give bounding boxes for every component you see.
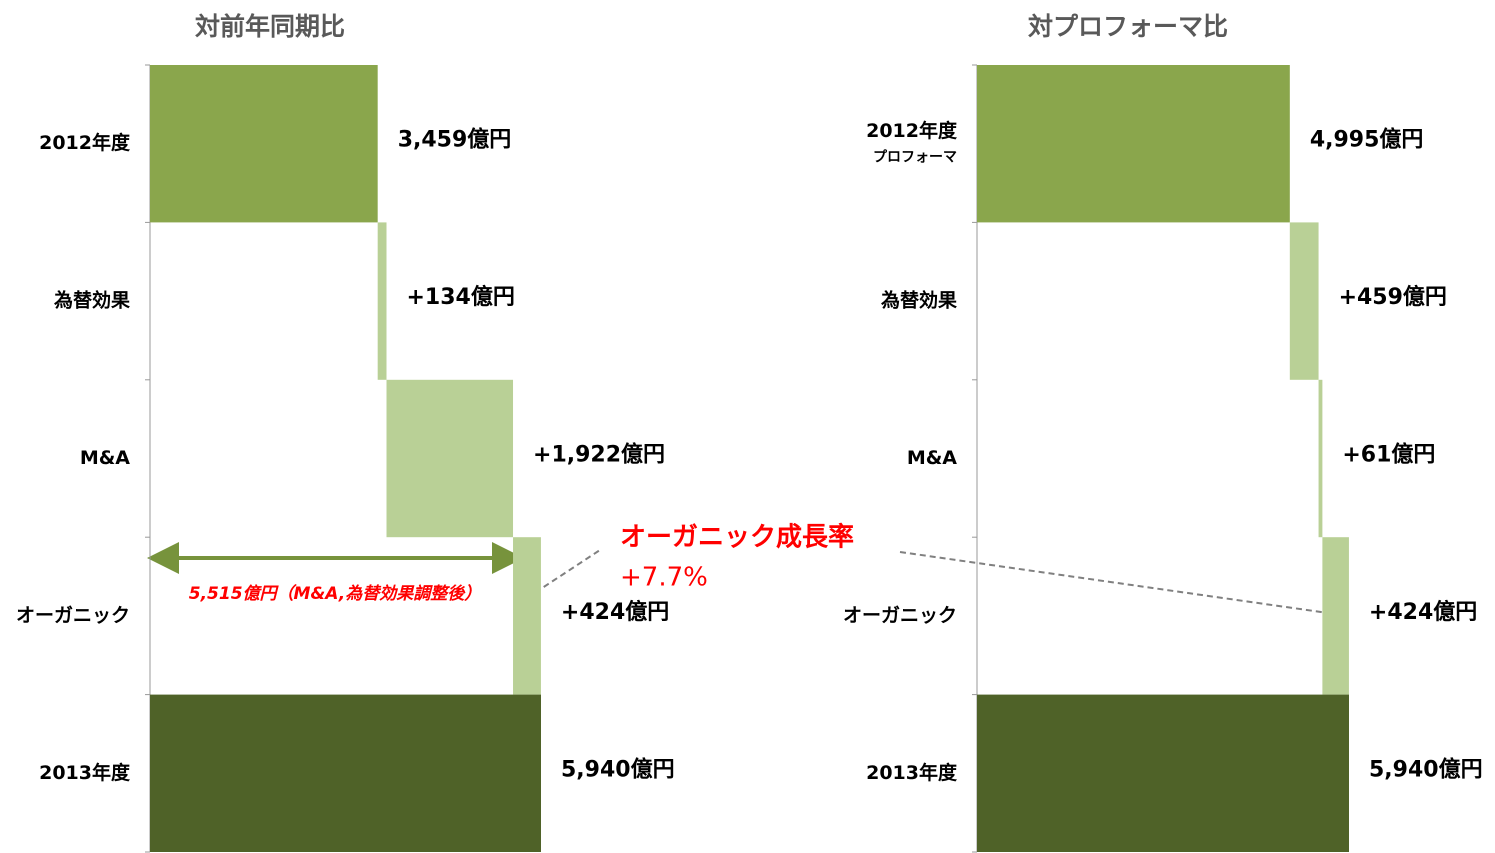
category-label: 2013年度 <box>866 761 958 784</box>
category-label: 為替効果 <box>881 289 957 312</box>
chart-title: 対プロフォーマ比 <box>1028 12 1228 41</box>
bar <box>977 694 1349 852</box>
bar <box>1318 379 1323 538</box>
bar <box>377 222 387 380</box>
bar <box>150 694 541 852</box>
category-label: 2012年度 <box>39 131 131 154</box>
bar <box>977 65 1290 223</box>
value-label: 5,940億円 <box>1369 756 1483 782</box>
growth-title: オーガニック成長率 <box>620 522 854 553</box>
leader-line <box>899 551 1329 614</box>
bar <box>1289 222 1319 380</box>
category-sublabel: プロフォーマ <box>873 150 957 166</box>
value-label: +134億円 <box>407 284 515 310</box>
category-label: 2013年度 <box>39 761 131 784</box>
value-label: +61億円 <box>1342 442 1435 468</box>
adjusted-note: 5,515億円（M&A,為替効果調整後） <box>189 584 481 604</box>
category-label: オーガニック <box>843 604 957 626</box>
bar <box>513 537 541 695</box>
value-label: +424億円 <box>561 599 669 625</box>
growth-value: +7.7% <box>620 563 708 593</box>
category-label: 2012年度 <box>866 119 958 142</box>
category-label: オーガニック <box>16 604 130 626</box>
category-label: M&A <box>80 447 130 469</box>
value-label: +424億円 <box>1369 599 1477 625</box>
value-label: +1,922億円 <box>533 442 665 468</box>
bar <box>150 65 378 223</box>
bar <box>386 379 514 538</box>
chart-title: 対前年同期比 <box>195 12 345 41</box>
category-label: M&A <box>907 447 957 469</box>
value-label: +459億円 <box>1339 284 1447 310</box>
category-label: 為替効果 <box>54 289 130 312</box>
value-label: 5,940億円 <box>561 756 675 782</box>
value-label: 3,459億円 <box>398 127 512 153</box>
value-label: 4,995億円 <box>1310 127 1424 153</box>
bar <box>1322 537 1349 695</box>
